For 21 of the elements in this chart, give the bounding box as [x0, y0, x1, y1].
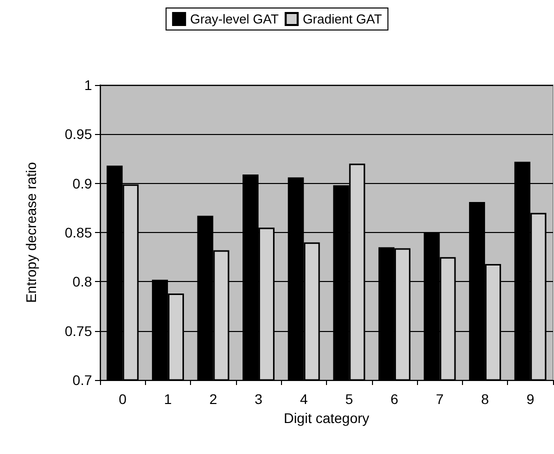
x-tick-label: 2	[209, 391, 218, 407]
y-tick-label: 1	[84, 77, 92, 93]
legend-label: Gradient GAT	[302, 12, 382, 26]
x-tick-label: 9	[526, 391, 534, 407]
y-tick-label: 0.7	[72, 372, 92, 388]
legend-label: Gray-level GAT	[190, 12, 279, 26]
x-tick-label: 7	[436, 391, 444, 407]
x-tick-label: 8	[481, 391, 490, 407]
x-tick-label: 1	[164, 391, 172, 407]
x-tick-label: 0	[118, 391, 127, 407]
x-tick-label: 6	[390, 391, 399, 407]
y-axis-title: Entropy decrease ratio	[23, 162, 39, 303]
x-tick-label: 3	[254, 391, 263, 407]
y-tick-label: 0.9	[72, 175, 92, 192]
y-tick-label: 0.8	[72, 274, 92, 290]
x-axis-title: Digit category	[284, 410, 370, 426]
y-tick-label: 0.95	[64, 126, 92, 142]
x-tick-label: 4	[300, 391, 308, 407]
x-tick-label: 5	[345, 391, 354, 407]
y-tick-label: 0.85	[64, 224, 92, 240]
y-tick-label: 0.75	[64, 322, 92, 339]
